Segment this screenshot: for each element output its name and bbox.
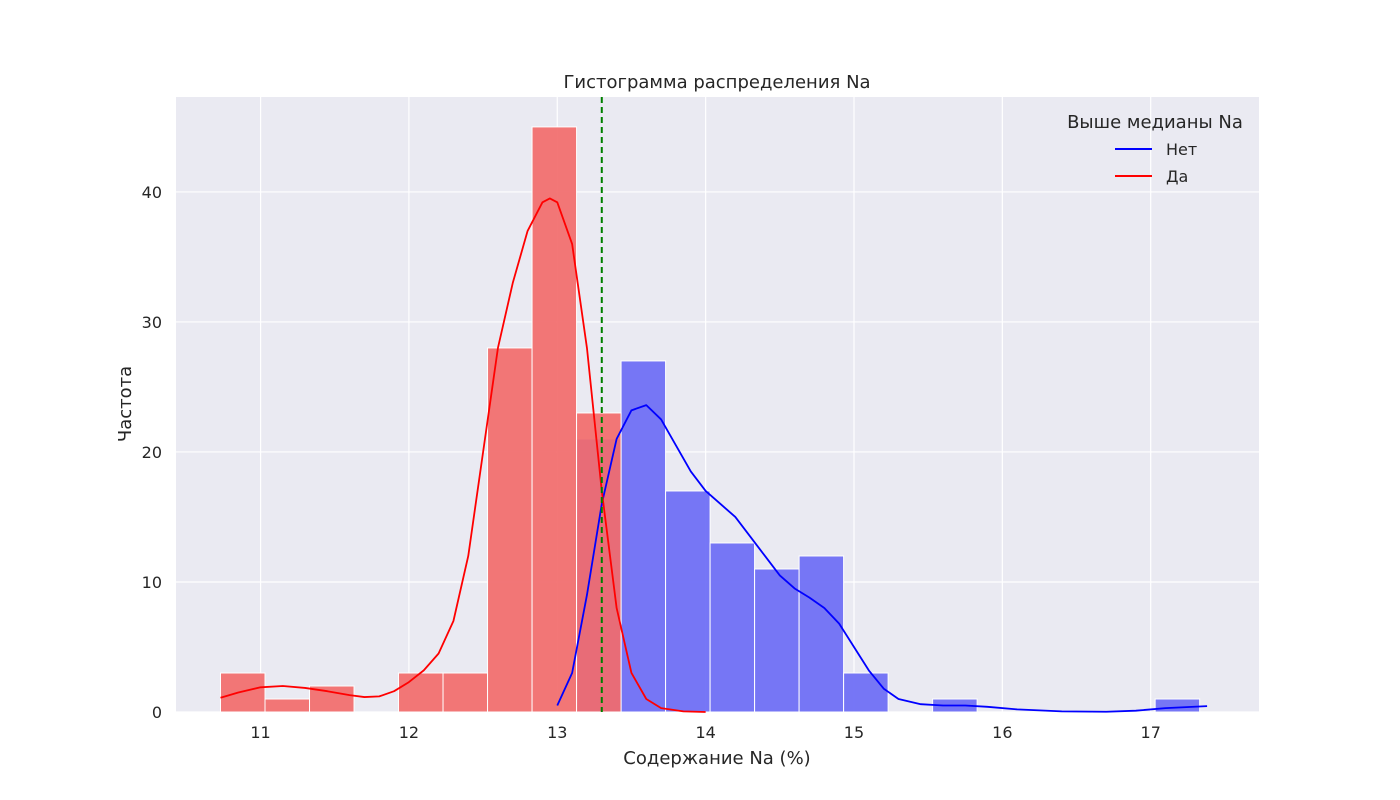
- legend-label-yes: Да: [1166, 167, 1188, 186]
- bar-no: [843, 672, 889, 713]
- x-tick-label: 12: [399, 723, 419, 742]
- y-tick-label: 30: [142, 313, 162, 332]
- y-tick-label: 40: [142, 183, 162, 202]
- x-tick-label: 13: [547, 723, 567, 742]
- bar-yes: [220, 672, 266, 713]
- y-tick-label: 20: [142, 443, 162, 462]
- kde-curve-yes: [220, 197, 706, 713]
- legend-label-no: Нет: [1166, 140, 1197, 159]
- x-tick-label: 14: [695, 723, 715, 742]
- kde-curves: [220, 197, 1208, 713]
- y-tick-labels: 0 10 20 30 40: [142, 183, 162, 722]
- legend: Выше медианы Na Нет Да: [1067, 112, 1243, 186]
- x-axis-label: Содержание Na (%): [623, 748, 810, 769]
- bar-yes: [398, 672, 444, 713]
- bar-no: [754, 568, 800, 713]
- bar-yes: [576, 412, 622, 713]
- bar-yes: [487, 347, 533, 713]
- x-tick-label: 15: [844, 723, 864, 742]
- y-axis-label: Частота: [115, 366, 136, 442]
- legend-title: Выше медианы Na: [1067, 112, 1243, 133]
- bar-no: [798, 555, 845, 713]
- x-tick-labels: 11 12 13 14 15 16 17: [250, 723, 1160, 742]
- x-tick-label: 11: [250, 723, 270, 742]
- y-tick-label: 10: [142, 573, 162, 592]
- bar-yes: [442, 672, 489, 713]
- bar-no: [665, 490, 711, 713]
- bar-yes: [264, 698, 311, 713]
- bar-no: [709, 542, 756, 713]
- histogram-bars: [220, 126, 1201, 713]
- bar-no: [1154, 698, 1201, 713]
- x-tick-label: 16: [992, 723, 1012, 742]
- x-tick-label: 17: [1141, 723, 1161, 742]
- kde-curve-no: [556, 404, 1208, 713]
- bar-yes: [531, 126, 578, 713]
- y-tick-label: 0: [152, 703, 162, 722]
- chart-title: Гистограмма распределения Na: [563, 72, 870, 93]
